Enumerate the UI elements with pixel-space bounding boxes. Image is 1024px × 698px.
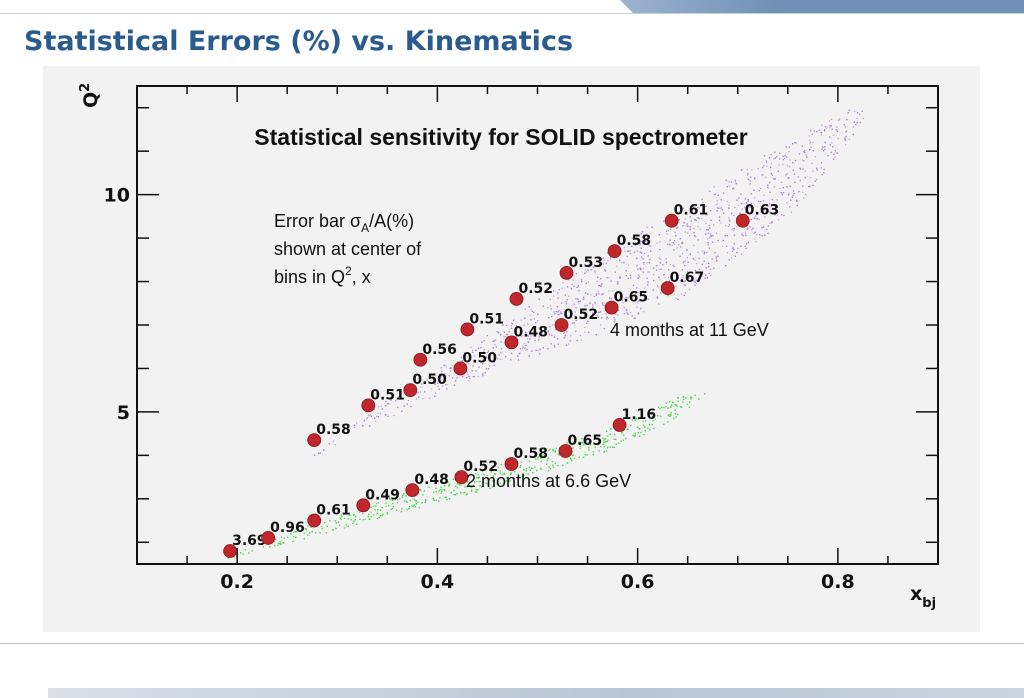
data-point bbox=[604, 300, 619, 315]
data-point bbox=[261, 531, 276, 545]
data-point bbox=[403, 383, 418, 398]
band-11gev bbox=[314, 109, 864, 456]
data-point bbox=[664, 213, 679, 228]
data-label: 0.56 bbox=[422, 342, 457, 358]
footer-rule bbox=[0, 643, 1024, 644]
data-label: 0.58 bbox=[513, 446, 548, 462]
data-label: 0.65 bbox=[568, 433, 603, 449]
kinematic-coverage-bands bbox=[227, 109, 864, 559]
data-label: 0.48 bbox=[513, 324, 548, 340]
data-point bbox=[307, 433, 322, 448]
data-label: 0.51 bbox=[469, 311, 504, 327]
data-point bbox=[413, 352, 428, 367]
data-point bbox=[735, 213, 750, 228]
data-label: 0.52 bbox=[463, 459, 498, 475]
data-label: 0.63 bbox=[745, 203, 780, 219]
data-point bbox=[307, 513, 322, 528]
data-label: 0.61 bbox=[674, 203, 709, 219]
data-point bbox=[504, 335, 519, 350]
x-tick-label: 0.2 bbox=[220, 571, 254, 593]
footer-accent-bar bbox=[48, 688, 1024, 698]
x-axis-label: xbj bbox=[910, 583, 936, 611]
data-label: 0.58 bbox=[316, 422, 351, 438]
header-rule bbox=[0, 13, 1024, 14]
annotation-line-1: Error bar σA/A(%) bbox=[274, 211, 414, 235]
data-label: 3.69 bbox=[232, 533, 267, 549]
data-point bbox=[223, 544, 238, 558]
data-point bbox=[453, 361, 468, 376]
data-point bbox=[558, 444, 573, 458]
data-point bbox=[607, 244, 622, 259]
data-label: 0.50 bbox=[412, 372, 447, 388]
data-label: 0.67 bbox=[670, 270, 705, 286]
data-label: 0.52 bbox=[564, 307, 599, 323]
data-label: 0.49 bbox=[365, 487, 400, 503]
data-label: 0.61 bbox=[316, 503, 351, 519]
data-point bbox=[356, 498, 371, 513]
data-point bbox=[454, 470, 469, 484]
y-axis-label: Q2 bbox=[78, 83, 102, 108]
data-point bbox=[559, 265, 574, 280]
data-point bbox=[554, 318, 569, 332]
data-label: 0.58 bbox=[617, 233, 652, 249]
series-label-11gev: 4 months at 11 GeV bbox=[610, 320, 769, 340]
data-label: 0.96 bbox=[270, 520, 305, 536]
y-tick-label: 5 bbox=[117, 402, 130, 424]
x-tick-label: 0.4 bbox=[421, 571, 455, 593]
data-label: 0.52 bbox=[518, 281, 553, 297]
slide-title: Statistical Errors (%) vs. Kinematics bbox=[24, 26, 574, 57]
y-tick-label: 10 bbox=[104, 185, 130, 207]
data-point bbox=[509, 292, 524, 306]
data-point bbox=[612, 418, 627, 432]
axis-ticks: 0.2 0.4 0.6 0.8 5 10 bbox=[104, 86, 938, 593]
annotation-line-2: shown at center of bbox=[274, 239, 422, 259]
series-label-6gev: 2 months at 6.6 GeV bbox=[466, 471, 631, 491]
data-point bbox=[405, 483, 420, 498]
data-label: 0.48 bbox=[414, 472, 449, 488]
band-6gev bbox=[227, 393, 706, 559]
x-tick-label: 0.8 bbox=[821, 571, 855, 593]
x-tick-label: 0.6 bbox=[621, 571, 655, 593]
data-label: 0.65 bbox=[614, 290, 649, 306]
data-point bbox=[460, 322, 475, 337]
data-label: 0.53 bbox=[569, 255, 604, 271]
annotation-line-3: bins in Q2, x bbox=[274, 264, 371, 287]
data-point bbox=[361, 398, 376, 413]
data-label: 0.50 bbox=[462, 350, 497, 366]
data-label: 1.16 bbox=[622, 407, 657, 423]
data-point bbox=[660, 281, 675, 295]
data-point bbox=[504, 457, 519, 471]
chart-title: Statistical sensitivity for SOLID spectr… bbox=[254, 124, 747, 150]
data-markers: 0.58 0.51 0.50 0.56 0.50 0.51 0.48 0.52 0.52 0.53… bbox=[223, 203, 780, 558]
data-label: 0.51 bbox=[370, 387, 405, 403]
header-accent-bar bbox=[620, 0, 1024, 14]
